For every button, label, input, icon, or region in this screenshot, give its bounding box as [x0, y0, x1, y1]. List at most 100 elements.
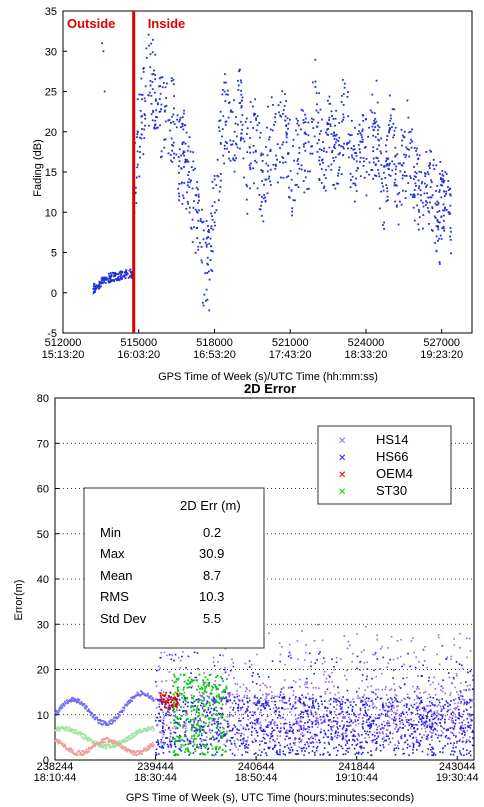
error-point — [304, 743, 306, 746]
error-point — [370, 726, 372, 729]
error-point — [346, 740, 348, 743]
fading-point — [213, 201, 216, 204]
error-point — [225, 687, 228, 690]
error-point — [315, 713, 318, 715]
fading-point — [231, 143, 234, 146]
fading-point — [445, 173, 448, 175]
error-point — [244, 739, 246, 742]
fading-point — [228, 101, 231, 104]
fading-point — [403, 153, 406, 156]
error-point — [299, 720, 302, 723]
error-point — [404, 734, 406, 736]
error-ytick-label: 60 — [37, 484, 49, 496]
error-point — [348, 716, 350, 718]
error-point — [303, 734, 305, 737]
fading-point — [138, 145, 141, 148]
fading-point — [389, 174, 392, 177]
error-point — [311, 693, 314, 696]
error-point — [394, 719, 397, 722]
error-point — [333, 685, 335, 688]
fading-point — [223, 90, 226, 93]
error-point — [466, 749, 468, 752]
fading-point — [287, 153, 289, 156]
error-point — [199, 717, 201, 720]
fading-point — [239, 138, 242, 140]
fading-point — [304, 176, 307, 179]
error-point — [208, 738, 211, 740]
error-point — [324, 733, 327, 736]
error-point — [258, 722, 260, 725]
error-point — [258, 675, 261, 678]
error-ytick-label: 40 — [37, 574, 49, 586]
error-point — [157, 753, 160, 755]
fading-point — [202, 229, 205, 232]
error-point — [308, 719, 311, 721]
error-point — [430, 749, 432, 751]
error-point — [252, 741, 254, 744]
error-point — [323, 660, 326, 663]
error-point — [291, 686, 294, 689]
error-point — [353, 714, 356, 716]
fading-point — [421, 181, 424, 183]
error-point — [308, 752, 310, 754]
error-point — [303, 726, 305, 729]
error-point — [285, 722, 288, 725]
fading-point — [441, 178, 444, 181]
fading-point — [376, 101, 379, 104]
fading-point — [442, 180, 445, 183]
error-point — [225, 696, 228, 698]
error-point — [468, 689, 471, 691]
fading-point — [418, 154, 421, 157]
error-point — [271, 735, 274, 737]
error-point — [436, 736, 439, 739]
fading-point — [360, 141, 363, 143]
error-point — [438, 663, 441, 666]
error-point — [276, 737, 278, 740]
error-point — [344, 732, 347, 734]
fading-point — [285, 133, 288, 136]
error-point — [138, 731, 141, 733]
error-point — [424, 708, 427, 710]
fading-point — [307, 187, 310, 190]
fading-point — [426, 207, 429, 209]
error-point — [279, 699, 281, 702]
error-point — [208, 674, 211, 676]
fading-point — [218, 130, 221, 132]
error-point — [183, 721, 185, 723]
error-point — [449, 716, 451, 718]
error-point — [186, 713, 189, 715]
error-point — [97, 743, 100, 746]
error-point — [249, 722, 252, 725]
error-point — [390, 708, 393, 711]
error-point — [284, 754, 287, 756]
legend-label-hs66: HS66 — [376, 449, 409, 464]
fading-point — [401, 177, 404, 180]
fading-point — [396, 193, 399, 196]
fading-point — [268, 136, 271, 138]
error-point — [137, 692, 140, 695]
error-point — [217, 693, 220, 696]
error-point — [374, 717, 376, 719]
error-point — [318, 739, 320, 741]
fading-point — [92, 292, 95, 295]
error-point — [303, 754, 305, 756]
fading-point — [390, 117, 392, 120]
fading-point — [136, 163, 139, 166]
error-point — [66, 728, 68, 731]
error-point — [248, 666, 251, 668]
error-point — [203, 731, 206, 733]
error-point — [82, 733, 85, 735]
fading-point — [337, 172, 340, 175]
error-point — [396, 724, 398, 727]
error-point — [308, 745, 310, 748]
error-point — [199, 753, 202, 755]
fading-point — [103, 281, 105, 284]
error-point — [361, 680, 363, 682]
error-point — [300, 716, 302, 718]
fading-xtick-label: 527000 — [423, 337, 460, 349]
error-point — [424, 727, 427, 730]
error-point — [100, 738, 103, 741]
fading-point — [377, 168, 379, 171]
error-point — [173, 749, 176, 752]
error-point — [276, 726, 279, 729]
